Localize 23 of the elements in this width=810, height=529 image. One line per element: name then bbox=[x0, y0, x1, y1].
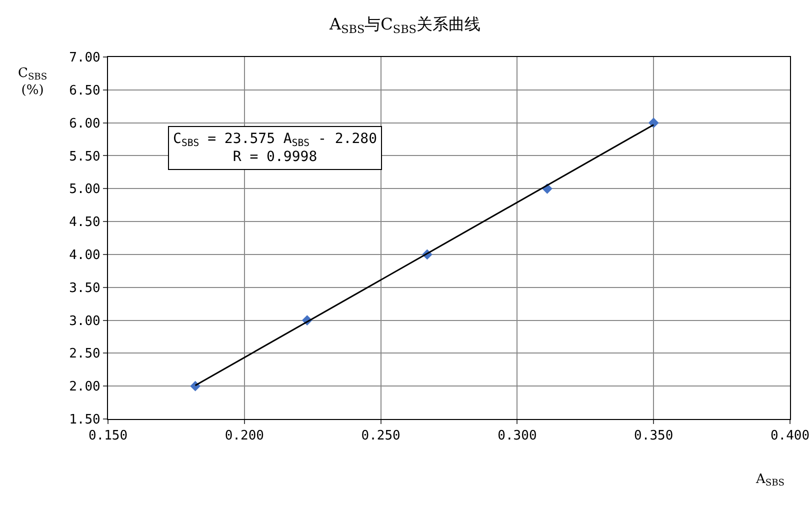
y-tick-label: 2.00 bbox=[69, 380, 100, 395]
y-tick-label: 5.00 bbox=[69, 182, 100, 198]
y-tick-label: 7.00 bbox=[69, 50, 100, 66]
y-tick-label: 3.50 bbox=[69, 280, 100, 296]
chart-title: A$_{SBS}$与C$_{SBS}$关系曲线 bbox=[328, 14, 480, 36]
x-tick-label: 0.350 bbox=[634, 428, 674, 444]
y-tick-label: 6.00 bbox=[69, 116, 100, 132]
y-tick-label: 3.00 bbox=[69, 314, 100, 329]
y-tick-label: 2.50 bbox=[69, 346, 100, 362]
y-tick-label: 6.50 bbox=[69, 83, 100, 98]
y-tick-label: 4.50 bbox=[69, 215, 100, 230]
x-tick-label: 0.250 bbox=[361, 428, 400, 444]
x-tick-label: 0.200 bbox=[224, 428, 264, 444]
x-tick-label: 0.300 bbox=[498, 428, 537, 444]
x-tick-label: 0.400 bbox=[770, 428, 810, 444]
annotation: C$_{SBS}$ = 23.575 A$_{SBS}$ - 2.280 R = 0.9998 bbox=[173, 131, 377, 166]
x-tick-label: 0.150 bbox=[88, 428, 128, 444]
y-tick-label: 1.50 bbox=[69, 412, 100, 428]
y-tick-label: 4.00 bbox=[69, 248, 100, 263]
y-tick-label: 5.50 bbox=[69, 149, 100, 164]
x-axis-title: A$_{SBS}$ bbox=[755, 472, 785, 489]
y-axis-title: C$_{SBS}$ (%) bbox=[18, 66, 48, 98]
point bbox=[648, 118, 659, 128]
